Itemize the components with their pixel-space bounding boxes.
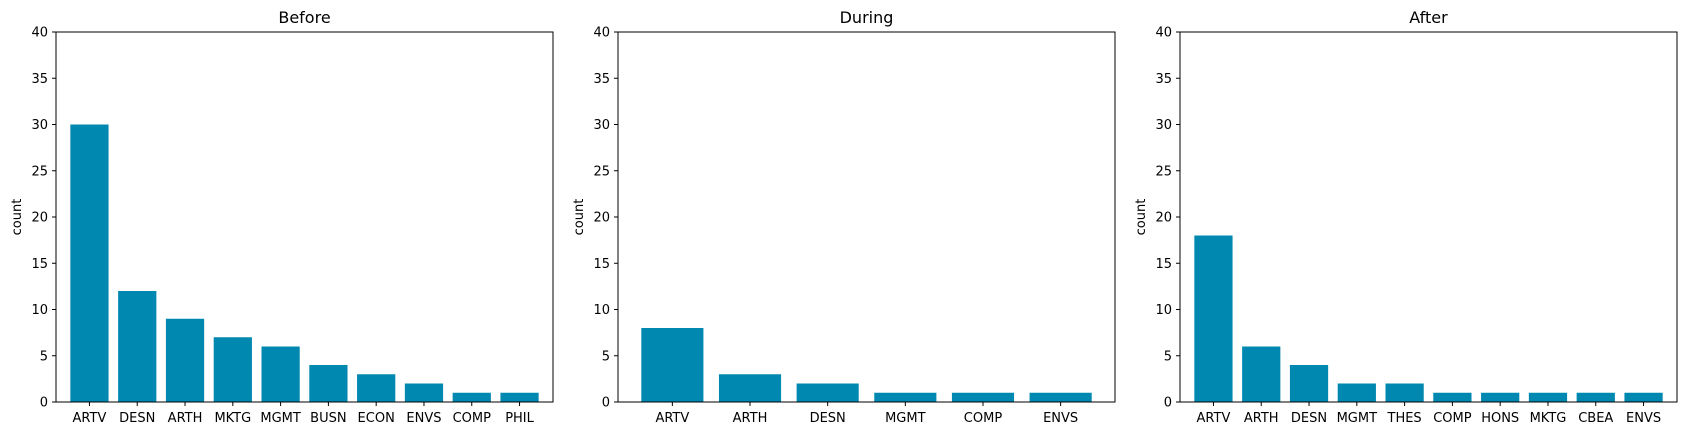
x-tick-label: ENVS [1626,411,1661,426]
x-tick-label: BUSN [310,411,346,426]
bar [165,318,205,402]
y-tick-label: 5 [40,349,48,364]
bar [1029,392,1092,402]
x-tick-label: DESN [119,411,155,426]
y-tick-label: 40 [1155,26,1172,41]
x-tick-label: COMP [1433,411,1472,426]
y-tick-label: 5 [602,349,610,364]
bar [874,392,937,402]
x-tick-label: MKTG [214,411,251,426]
y-tick-label: 0 [1164,396,1172,411]
bar [213,337,252,402]
bar [641,328,704,402]
bar [1385,383,1424,402]
x-tick-label: COMP [453,411,492,426]
y-axis-label: count [1134,199,1149,236]
x-tick-label: MGMT [1337,411,1378,426]
y-tick-label: 35 [593,72,610,87]
y-tick-label: 20 [31,211,48,226]
y-axis-label: count [10,199,25,236]
bar [1576,392,1615,402]
y-tick-label: 25 [1155,164,1172,179]
bar [1194,235,1233,402]
y-tick-label: 40 [31,26,48,41]
bar [1481,392,1520,402]
y-tick-label: 25 [31,164,48,179]
bar [452,392,491,402]
chart-panel-2: 0 5 10 15 20 25 30 35 40 ARTV ARTH DESN MGMT THES COMP… [1134,8,1678,426]
chart-panel-1: 0 5 10 15 20 25 30 35 40 ARTV ARTH DESN MGMT COMP ENVS… [572,8,1116,426]
y-tick-label: 15 [1155,257,1172,272]
y-tick-label: 10 [31,303,48,318]
bar [261,346,300,402]
x-tick-label: ARTH [1244,411,1279,426]
x-tick-label: COMP [964,411,1003,426]
chart-title: Before [278,8,330,27]
chart-title: During [840,8,894,27]
y-tick-label: 0 [602,396,610,411]
bar [404,383,444,402]
y-tick-label: 10 [593,303,610,318]
x-tick-label: DESN [810,411,846,426]
x-tick-label: ENVS [406,411,441,426]
bar [1337,383,1376,402]
x-tick-label: DESN [1291,411,1327,426]
y-tick-label: 15 [593,257,610,272]
bar [70,124,109,402]
y-tick-label: 20 [1155,211,1172,226]
x-tick-label: ARTV [1197,411,1231,426]
bar [796,383,859,402]
x-tick-label: MGMT [885,411,926,426]
bar [500,392,539,402]
bar [1242,346,1281,402]
x-tick-label: CBEA [1578,411,1613,426]
bar [357,374,396,402]
bar [1624,392,1663,402]
chart-panel-0: 0 5 10 15 20 25 30 35 40 ARTV DESN ARTH MKTG MGMT BUSN… [10,8,554,426]
bar [1433,392,1472,402]
y-tick-label: 35 [1155,72,1172,87]
x-tick-label: THES [1387,411,1422,426]
x-tick-label: ARTH [168,411,203,426]
x-tick-label: ENVS [1043,411,1078,426]
y-tick-label: 10 [1155,303,1172,318]
bar [1528,392,1568,402]
y-tick-label: 5 [1164,349,1172,364]
bar [951,392,1015,402]
x-tick-label: MKTG [1530,411,1567,426]
bar [1289,365,1329,402]
y-tick-label: 30 [1155,118,1172,133]
y-axis-label: count [572,199,587,236]
y-tick-label: 35 [31,72,48,87]
x-tick-label: ARTV [73,411,107,426]
y-tick-label: 40 [593,26,610,41]
bar [718,374,782,402]
y-tick-label: 20 [593,211,610,226]
x-tick-label: ECON [358,411,395,426]
chart-title: After [1409,8,1448,27]
bar [118,291,157,402]
y-tick-label: 30 [31,118,48,133]
y-tick-label: 0 [40,396,48,411]
x-tick-label: HONS [1481,411,1519,426]
x-tick-label: ARTV [655,411,689,426]
x-tick-label: PHIL [505,411,534,426]
x-tick-label: MGMT [260,411,301,426]
bar [309,365,348,402]
x-tick-label: ARTH [733,411,768,426]
y-tick-label: 25 [593,164,610,179]
y-tick-label: 15 [31,257,48,272]
y-tick-label: 30 [593,118,610,133]
